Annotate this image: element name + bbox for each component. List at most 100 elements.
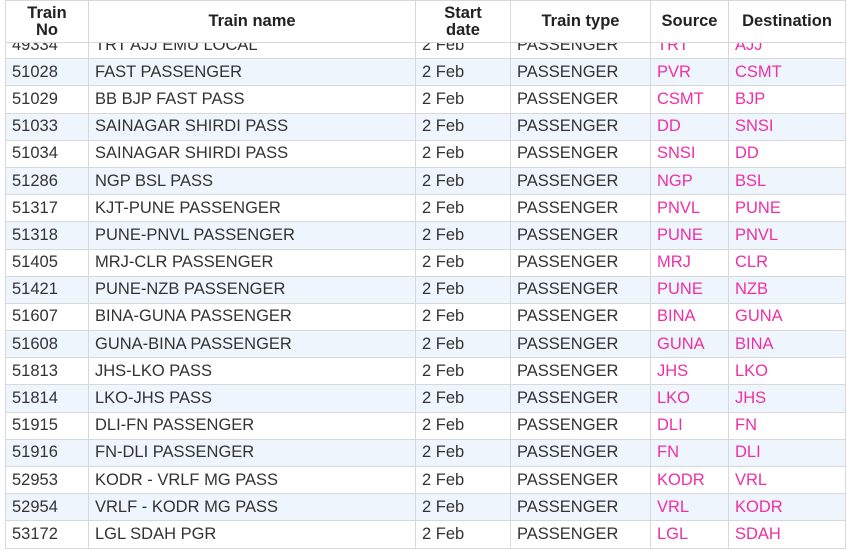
train-type: PASSENGER [510,139,651,168]
source: LGL [650,520,729,549]
table-header: Train No Train name Start date Train type So… [5,0,846,43]
train-name: FN-DLI PASSENGER [88,438,416,468]
table-row: 52953 KODR - VRLF MG PASS 2 Feb PASSENGER KO… [5,465,846,495]
table-row: 51286 NGP BSL PASS 2 Feb PASSENGER NGP BSL [5,166,846,196]
train-name: FAST PASSENGER [88,58,416,87]
source: CSMT [650,85,729,114]
destination: DLI [728,438,846,468]
train-number: 52954 [5,493,89,522]
train-number: 51317 [5,194,89,223]
start-date: 2 Feb [415,493,511,522]
start-date: 2 Feb [415,465,511,495]
start-date: 2 Feb [415,85,511,114]
table-row: 51034 SAINAGAR SHIRDI PASS 2 Feb PASSENGER S… [5,139,846,168]
column-header-label: Destination [742,12,832,30]
table-row: 51916 FN-DLI PASSENGER 2 Feb PASSENGER FN DLI [5,438,846,468]
train-number: 51607 [5,302,89,332]
train-type: PASSENGER [510,302,651,332]
train-name: SAINAGAR SHIRDI PASS [88,112,416,141]
column-header: Destination [728,0,846,43]
train-type: PASSENGER [510,520,651,549]
destination: PUNE [728,194,846,223]
column-header-label: Start date [444,3,482,39]
start-date: 2 Feb [415,166,511,196]
rows: 49334 TRT AJJ EMU LOCAL 2 Feb PASSENGER TRT A… [5,30,846,549]
train-number: 51814 [5,384,89,413]
column-header: Train No [5,0,89,43]
train-number: 51813 [5,357,89,386]
train-name: GUNA-BINA PASSENGER [88,330,416,359]
train-number: 51405 [5,248,89,277]
source: VRL [650,493,729,522]
start-date: 2 Feb [415,384,511,413]
table-row: 53172 LGL SDAH PGR 2 Feb PASSENGER LGL SDAH [5,520,846,549]
train-name: DLI-FN PASSENGER [88,411,416,440]
source: PVR [650,58,729,87]
train-name: PUNE-NZB PASSENGER [88,275,416,304]
destination: CLR [728,248,846,277]
train-name: KJT-PUNE PASSENGER [88,194,416,223]
table-row: 51421 PUNE-NZB PASSENGER 2 Feb PASSENGER PUN… [5,275,846,304]
train-name: NGP BSL PASS [88,166,416,196]
train-number: 52953 [5,465,89,495]
start-date: 2 Feb [415,520,511,549]
train-type: PASSENGER [510,85,651,114]
destination: GUNA [728,302,846,332]
start-date: 2 Feb [415,139,511,168]
source: GUNA [650,330,729,359]
destination: BJP [728,85,846,114]
train-number: 51286 [5,166,89,196]
train-name: KODR - VRLF MG PASS [88,465,416,495]
table-row: 51608 GUNA-BINA PASSENGER 2 Feb PASSENGER GU… [5,330,846,359]
column-header: Start date [415,0,511,43]
destination: SNSI [728,112,846,141]
destination: BINA [728,330,846,359]
start-date: 2 Feb [415,357,511,386]
train-number: 51421 [5,275,89,304]
column-header-label: Train No [27,3,67,39]
source: MRJ [650,248,729,277]
train-type: PASSENGER [510,112,651,141]
table-row: 51028 FAST PASSENGER 2 Feb PASSENGER PVR CSMT [5,58,846,87]
train-number: 51034 [5,139,89,168]
destination: SDAH [728,520,846,549]
train-name: LGL SDAH PGR [88,520,416,549]
table-row: 51915 DLI-FN PASSENGER 2 Feb PASSENGER DLI FN [5,411,846,440]
destination: KODR [728,493,846,522]
train-number: 51915 [5,411,89,440]
source: FN [650,438,729,468]
train-name: SAINAGAR SHIRDI PASS [88,139,416,168]
train-type: PASSENGER [510,166,651,196]
source: LKO [650,384,729,413]
train-name: LKO-JHS PASS [88,384,416,413]
train-number: 51028 [5,58,89,87]
train-number: 51033 [5,112,89,141]
table-row: 51813 JHS-LKO PASS 2 Feb PASSENGER JHS LKO [5,357,846,386]
train-type: PASSENGER [510,438,651,468]
source: JHS [650,357,729,386]
train-type: PASSENGER [510,330,651,359]
train-type: PASSENGER [510,493,651,522]
start-date: 2 Feb [415,275,511,304]
destination: LKO [728,357,846,386]
train-name: VRLF - KODR MG PASS [88,493,416,522]
table-row: 52954 VRLF - KODR MG PASS 2 Feb PASSENGER VR… [5,493,846,522]
start-date: 2 Feb [415,302,511,332]
train-name: PUNE-PNVL PASSENGER [88,221,416,250]
train-type: PASSENGER [510,357,651,386]
start-date: 2 Feb [415,221,511,250]
source: NGP [650,166,729,196]
train-number: 51608 [5,330,89,359]
table-row: 51405 MRJ-CLR PASSENGER 2 Feb PASSENGER MRJ C… [5,248,846,277]
destination: NZB [728,275,846,304]
start-date: 2 Feb [415,112,511,141]
start-date: 2 Feb [415,411,511,440]
train-type: PASSENGER [510,248,651,277]
destination: CSMT [728,58,846,87]
train-type: PASSENGER [510,384,651,413]
start-date: 2 Feb [415,248,511,277]
header-row: Train No Train name Start date Train type So… [5,0,846,43]
start-date: 2 Feb [415,194,511,223]
column-header-label: Train type [541,12,620,30]
